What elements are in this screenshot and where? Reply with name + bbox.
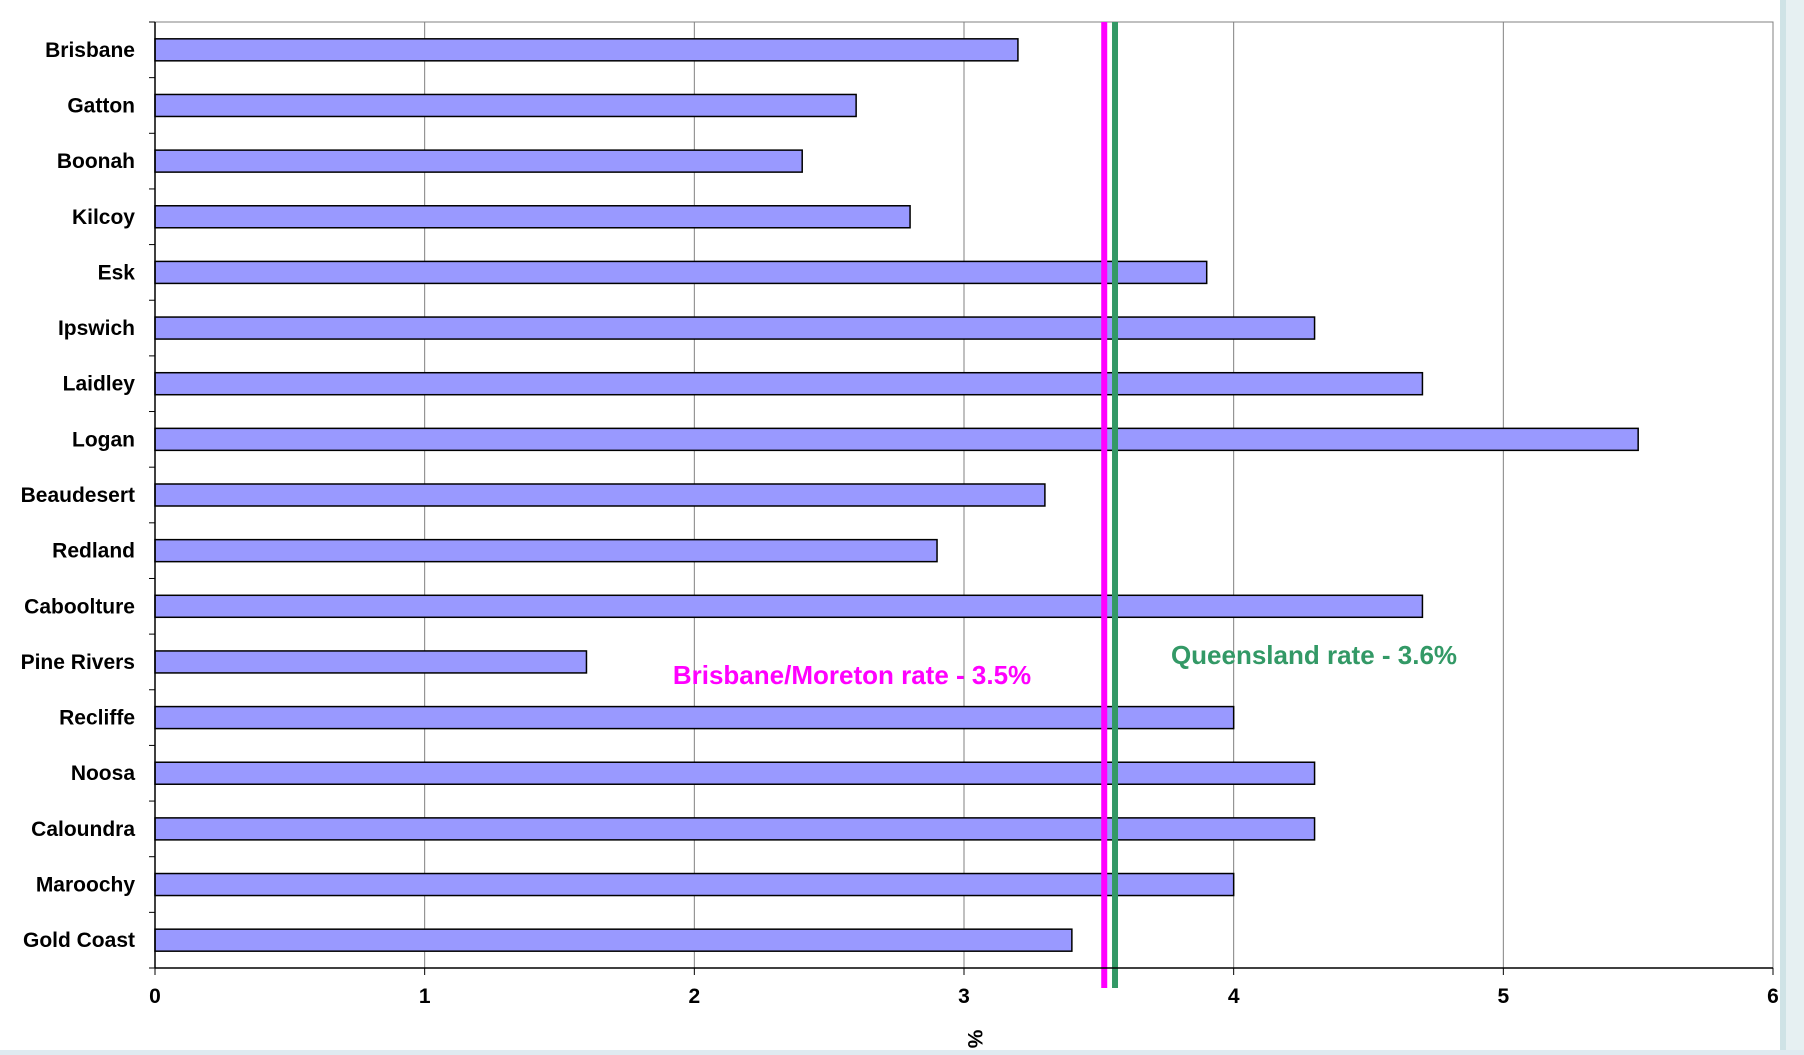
category-label: Ipswich <box>58 317 135 340</box>
category-label: Maroochy <box>36 874 136 897</box>
bar <box>154 93 857 118</box>
category-label: Logan <box>72 428 135 451</box>
x-tick-label: 0 <box>149 985 161 1008</box>
bar <box>154 538 938 563</box>
category-label: Gatton <box>67 94 135 117</box>
bar <box>154 205 911 229</box>
x-tick-label: 1 <box>419 985 431 1008</box>
category-label: Noosa <box>71 762 136 785</box>
bar <box>154 316 1316 340</box>
x-tick-label: 3 <box>958 985 970 1008</box>
category-label: Caboolture <box>24 595 135 618</box>
bar <box>154 149 803 173</box>
category-label: Laidley <box>63 373 136 396</box>
category-label: Redland <box>52 540 135 563</box>
x-tick-label: 2 <box>688 985 700 1008</box>
category-label: Brisbane <box>45 39 135 62</box>
bar <box>154 483 1046 507</box>
category-label: Caloundra <box>31 818 135 841</box>
bar <box>154 705 1235 730</box>
bar <box>154 761 1316 785</box>
reference-label: Brisbane/Moreton rate - 3.5% <box>673 660 1031 690</box>
reference-lines: Brisbane/Moreton rate - 3.5% Queensland r… <box>673 22 1457 988</box>
x-axis-title: % <box>963 1030 986 1049</box>
bar <box>154 928 1073 952</box>
category-label: Esk <box>98 261 136 284</box>
window-edge <box>1786 0 1804 1050</box>
x-tick-label: 5 <box>1497 985 1509 1008</box>
bar <box>154 38 1019 62</box>
bar <box>154 260 1208 285</box>
bar <box>154 371 1424 396</box>
category-label: Gold Coast <box>23 929 135 952</box>
bar <box>154 872 1235 897</box>
category-label: Beaudesert <box>21 484 135 507</box>
bar <box>154 817 1316 841</box>
axes <box>149 21 1774 975</box>
x-tick-label: 4 <box>1228 985 1240 1008</box>
reference-label: Queensland rate - 3.6% <box>1171 640 1457 670</box>
category-label: Recliffe <box>59 707 135 730</box>
category-label: Kilcoy <box>72 206 135 229</box>
category-label: Pine Rivers <box>21 651 135 674</box>
category-label: Boonah <box>57 150 135 173</box>
bars <box>154 38 1639 952</box>
bar <box>154 650 588 674</box>
bar <box>154 427 1639 452</box>
labels: Brisbane Gatton Boonah Kilcoy Esk Ipswich Laid… <box>21 39 1779 1049</box>
x-tick-label: 6 <box>1767 985 1779 1008</box>
bar <box>154 594 1424 619</box>
